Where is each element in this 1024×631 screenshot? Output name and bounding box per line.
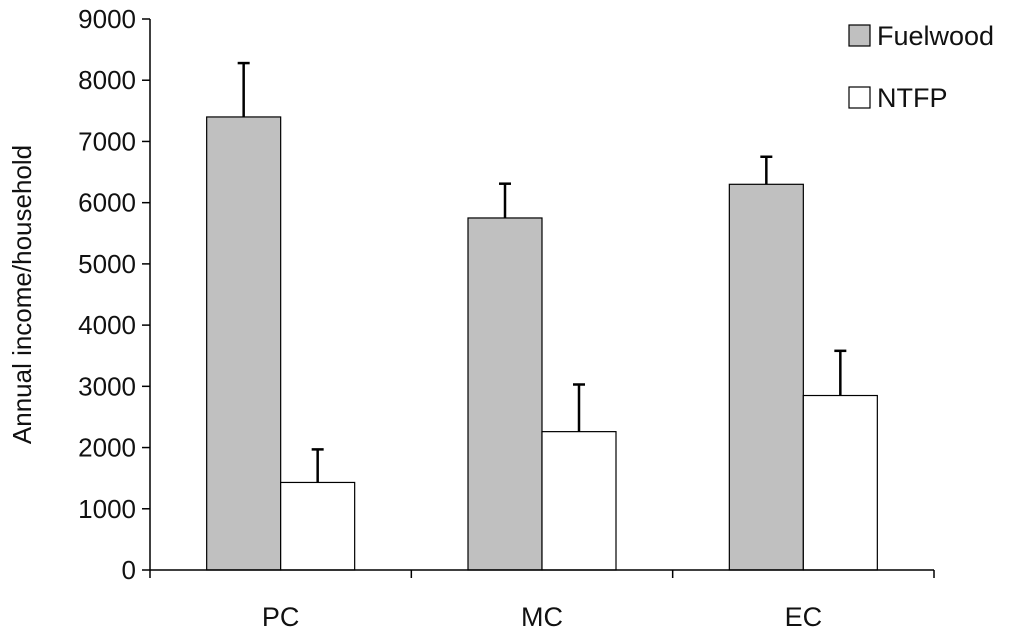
bar-ntfp-mc <box>541 431 617 571</box>
legend-swatch-fuelwood <box>848 24 871 47</box>
bar-ntfp-ec <box>802 394 878 571</box>
bars <box>206 61 878 571</box>
y-tick-label: 7000 <box>78 126 136 156</box>
bar-fuelwood-ec <box>728 183 804 571</box>
legend-swatch-ntfp <box>848 86 871 109</box>
y-tick-label: 3000 <box>78 371 136 401</box>
x-tick-label-pc: PC <box>262 602 300 631</box>
bar-fuelwood-mc <box>467 217 543 571</box>
y-axis: 0 1000 2000 3000 4000 5000 6000 7000 8000 9000 <box>78 4 151 585</box>
x-tick-label-ec: EC <box>785 602 823 631</box>
y-tick-label: 6000 <box>78 188 136 218</box>
y-axis-title: Annual income/household <box>7 145 37 444</box>
y-tick-label: 0 <box>122 555 136 585</box>
y-tick-label: 5000 <box>78 249 136 279</box>
y-tick-label: 8000 <box>78 65 136 95</box>
y-tick-label: 9000 <box>78 4 136 34</box>
y-tick-label: 2000 <box>78 433 136 463</box>
x-tick-label-mc: MC <box>521 602 563 631</box>
bar-fuelwood-pc <box>206 116 282 571</box>
y-tick-label: 1000 <box>78 494 136 524</box>
legend-label-fuelwood: Fuelwood <box>877 21 994 51</box>
bar-ntfp-pc <box>280 481 356 571</box>
legend: Fuelwood NTFP <box>848 21 994 113</box>
y-tick-label: 4000 <box>78 310 136 340</box>
legend-label-ntfp: NTFP <box>877 83 948 113</box>
x-axis: PC MC EC <box>149 569 935 631</box>
